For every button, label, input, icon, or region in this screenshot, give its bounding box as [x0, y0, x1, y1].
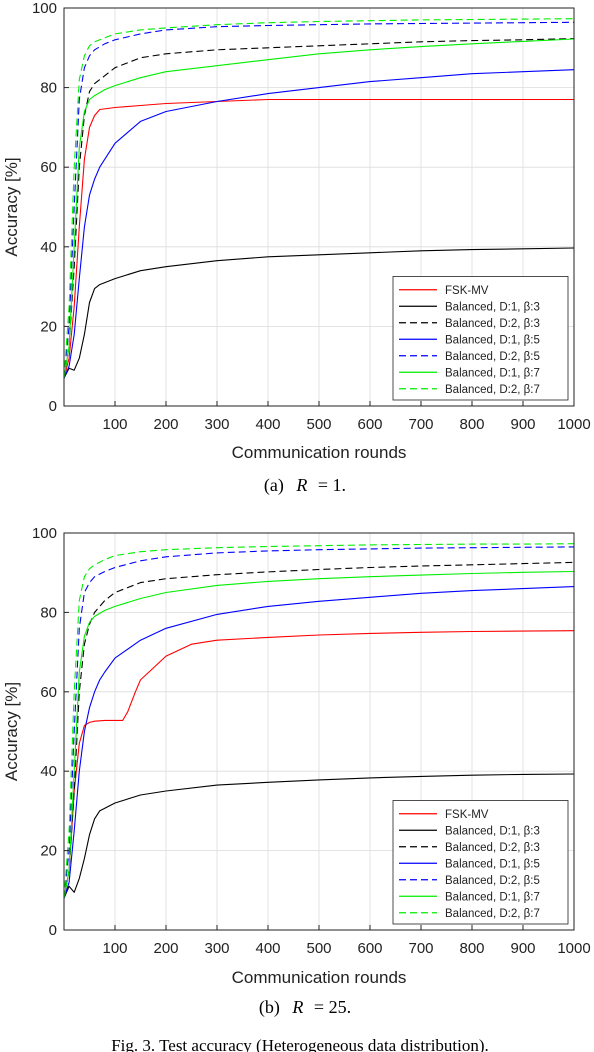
x-tick-label: 1000	[557, 940, 590, 957]
x-tick-label: 1000	[557, 416, 590, 433]
series-line-3	[63, 38, 575, 379]
x-tick-label: 100	[102, 416, 127, 433]
legend-label-7: Balanced, D:2, β:7	[445, 908, 540, 920]
series-line-6	[63, 38, 575, 379]
series-line-1	[63, 630, 575, 899]
subcaption-b-var: R	[291, 997, 303, 1017]
series-line-7	[63, 543, 575, 899]
series-line-4	[63, 69, 575, 379]
y-axis-label: Accuracy [%]	[2, 157, 21, 256]
series-line-7	[63, 18, 575, 379]
x-tick-label: 900	[510, 940, 535, 957]
subcaption-b-prefix: (b)	[259, 997, 280, 1018]
legend-label-1: FSK-MV	[445, 809, 489, 821]
x-tick-label: 100	[102, 940, 127, 957]
legend-label-2: Balanced, D:1, β:3	[445, 825, 540, 837]
x-tick-label: 200	[153, 416, 178, 433]
y-tick-label: 100	[32, 525, 57, 542]
subcaption-a-prefix: (a)	[264, 475, 284, 496]
y-tick-label: 20	[40, 318, 57, 335]
series-line-5	[63, 546, 575, 899]
legend-label-4: Balanced, D:1, β:5	[445, 334, 540, 346]
legend-label-1: FSK-MV	[445, 285, 489, 297]
legend-label-3: Balanced, D:2, β:3	[445, 318, 540, 330]
subcaption-b-rest: = 25.	[314, 997, 351, 1017]
x-tick-label: 500	[306, 416, 331, 433]
legend-box	[392, 276, 569, 401]
series-line-1	[63, 98, 574, 379]
y-tick-label: 40	[40, 763, 57, 780]
x-axis-label: Communication rounds	[232, 443, 407, 462]
chart-panel-a: 100 200 300 400 500 600 700 800 900 1000 0 20 40 60 80…	[2, 0, 591, 462]
y-tick-label: 0	[49, 922, 57, 939]
legend-label-3: Balanced, D:2, β:3	[445, 842, 540, 854]
series-line-4	[63, 586, 575, 899]
y-tick-label: 20	[40, 843, 57, 860]
series-line-2	[63, 247, 575, 379]
legend-label-6: Balanced, D:1, β:7	[445, 367, 540, 379]
legend: FSK-MV Balanced, D:1, β:3 Balanced, D:2, β…	[392, 800, 569, 925]
x-tick-label: 300	[204, 940, 229, 957]
x-tick-label: 700	[408, 940, 433, 957]
x-tick-label: 200	[153, 940, 178, 957]
subcaption-a-var: R	[295, 475, 307, 495]
legend-label-7: Balanced, D:2, β:7	[445, 384, 540, 396]
y-tick-label: 0	[49, 398, 57, 415]
x-tick-label: 500	[306, 940, 331, 957]
x-tick-label: 600	[357, 416, 382, 433]
legend: FSK-MV Balanced, D:1, β:3 Balanced, D:2, β…	[392, 276, 569, 401]
x-tick-label: 400	[255, 416, 280, 433]
legend-label-5: Balanced, D:2, β:5	[445, 351, 540, 363]
series-line-6	[63, 570, 575, 899]
y-tick-label: 40	[40, 239, 57, 256]
x-tick-label: 600	[357, 940, 382, 957]
chart-panel-b: 100 200 300 400 500 600 700 800 900 1000 0 20 40 60 80…	[2, 525, 591, 987]
x-tick-label: 400	[255, 940, 280, 957]
legend-label-6: Balanced, D:1, β:7	[445, 891, 540, 903]
x-tick-label: 800	[459, 940, 484, 957]
y-tick-label: 60	[40, 159, 57, 176]
figure-caption: Fig. 3. Test accuracy (Heterogeneous dat…	[111, 1036, 489, 1052]
subcaption-a: (a) R = 1.	[264, 475, 346, 496]
legend-label-5: Balanced, D:2, β:5	[445, 875, 540, 887]
x-tick-label: 900	[510, 416, 535, 433]
series-line-2	[63, 773, 575, 899]
legend-box	[392, 800, 569, 925]
x-tick-label: 700	[408, 416, 433, 433]
subcaption-a-rest: = 1.	[318, 475, 346, 495]
y-tick-label: 100	[32, 0, 57, 17]
x-tick-label: 800	[459, 416, 484, 433]
subcaption-b: (b) R = 25.	[259, 997, 351, 1018]
y-axis-label: Accuracy [%]	[2, 682, 21, 781]
series-line-5	[63, 21, 575, 379]
y-tick-label: 80	[40, 604, 57, 621]
legend-label-2: Balanced, D:1, β:3	[445, 301, 540, 313]
series-line-3	[63, 561, 575, 899]
x-tick-label: 300	[204, 416, 229, 433]
legend-label-4: Balanced, D:1, β:5	[445, 858, 540, 870]
y-tick-label: 60	[40, 684, 57, 701]
x-axis-label: Communication rounds	[232, 968, 407, 987]
y-tick-label: 80	[40, 80, 57, 97]
